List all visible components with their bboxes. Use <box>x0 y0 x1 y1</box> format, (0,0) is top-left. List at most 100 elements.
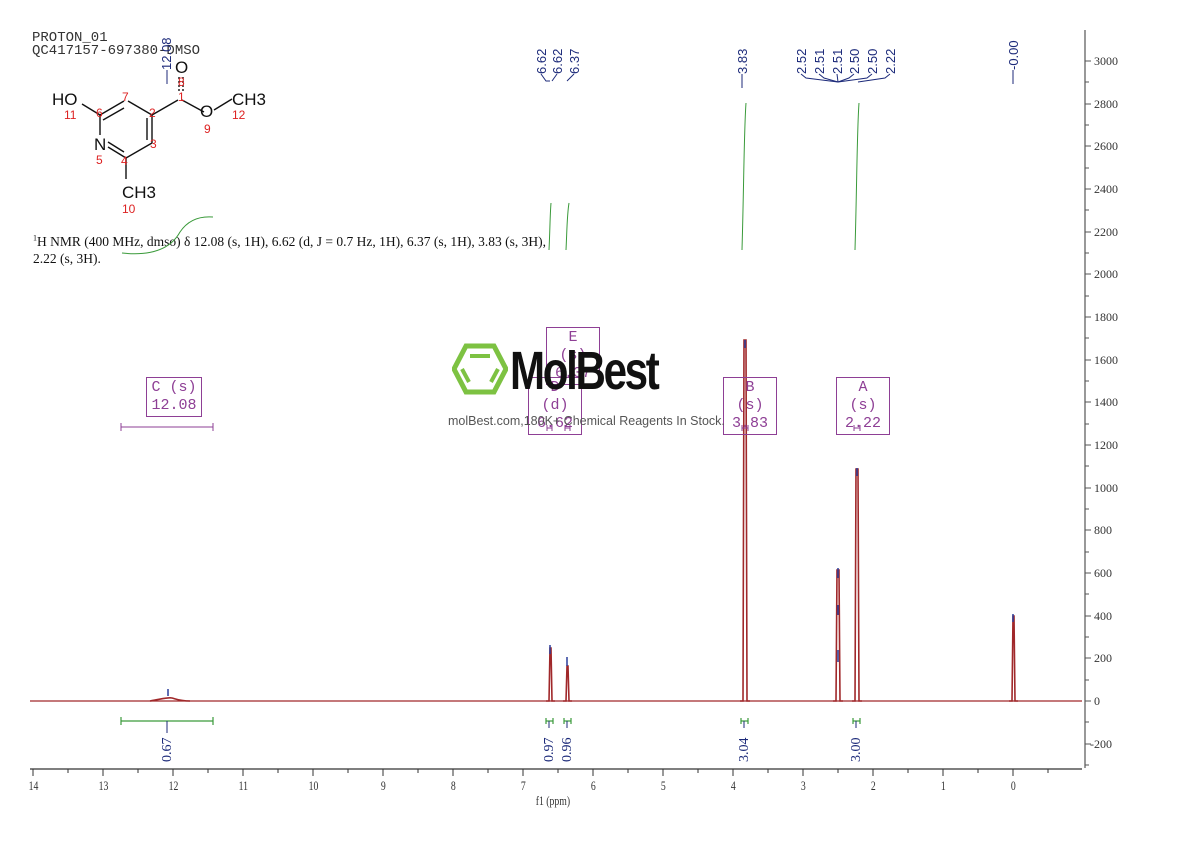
description-superscript: 1 <box>33 233 37 242</box>
multiplet-type: (s) <box>736 397 764 414</box>
peak-label: 2.51 <box>830 48 845 74</box>
nmr-description: 1H NMR (400 MHz, dmso) δ 12.08 (s, 1H), … <box>33 229 633 267</box>
y-tick-label: 2200 <box>1094 225 1118 239</box>
x-tick-label: 12 <box>168 778 179 793</box>
integral-bars <box>120 717 861 725</box>
x-tick-label: 1 <box>940 778 946 793</box>
peak-label: 6.62 <box>550 48 565 74</box>
y-tick-label: 200 <box>1094 651 1112 665</box>
y-tick-label: 1000 <box>1094 481 1118 495</box>
y-tick-label: -200 <box>1090 737 1112 751</box>
multiplet-ranges <box>120 423 861 431</box>
atom-ho: HO <box>52 90 78 109</box>
x-axis-ticks <box>32 769 1049 776</box>
multiplet-id: E <box>568 329 578 346</box>
y-tick-label: 2000 <box>1094 267 1118 281</box>
multiplet-id: D <box>550 379 560 396</box>
multiplet-type: (s) <box>169 379 197 396</box>
ring-num-4: 4 <box>121 154 128 168</box>
x-tick-label: 6 <box>590 778 596 793</box>
y-tick-label: 1600 <box>1094 353 1118 367</box>
peak-label: 2.22 <box>883 48 898 74</box>
atom-num-12: 12 <box>232 108 246 122</box>
peak-label: 2.50 <box>865 48 880 74</box>
integral-value: 0.67 <box>160 737 175 763</box>
x-axis-title: f1 (ppm) <box>535 793 571 808</box>
y-tick-label: 1200 <box>1094 438 1118 452</box>
integral-value: 0.97 <box>542 737 557 763</box>
multiplet-id: A <box>858 379 868 396</box>
peak-label-connectors <box>166 70 1014 88</box>
ring-num-2: 2 <box>149 106 156 120</box>
peak-label: 3.83 <box>735 48 750 74</box>
peak-label: 12.08 <box>159 37 174 70</box>
atom-ch3-ester: CH3 <box>232 90 267 109</box>
multiplet-shift: 6.62 <box>536 415 573 432</box>
x-tick-label: 11 <box>238 778 248 793</box>
atom-ch3-ring: CH3 <box>122 183 157 202</box>
y-tick-label: 0 <box>1094 694 1100 708</box>
integral-value: 3.04 <box>737 737 752 763</box>
x-tick-label: 10 <box>308 778 319 793</box>
atom-o-ester: O <box>200 102 214 121</box>
multiplet-id: C <box>151 379 161 396</box>
x-tick-label: 9 <box>380 778 386 793</box>
peak-label: 2.52 <box>794 48 809 74</box>
x-tick-label: 5 <box>660 778 666 793</box>
ring-num-7: 7 <box>122 90 129 104</box>
description-line-2: 2.22 (s, 3H). <box>33 250 101 266</box>
y-tick-label: 2600 <box>1094 139 1118 153</box>
multiplet-type: (s) <box>559 347 587 364</box>
molbest-logo-icon <box>452 343 508 395</box>
peak-label: 2.51 <box>812 48 827 74</box>
atom-o-carbonyl: O <box>175 58 189 77</box>
experiment-name: PROTON_01 <box>32 30 108 46</box>
integral-value: 3.00 <box>849 737 864 763</box>
x-tick-label: 13 <box>98 778 109 793</box>
y-tick-label: 3000 <box>1094 54 1118 68</box>
atom-num-11: 11 <box>64 108 77 122</box>
atom-num-5: 5 <box>96 153 103 167</box>
watermark-brand: MolBest <box>510 341 660 401</box>
multiplet-type: (d) <box>541 397 569 414</box>
ring-num-6: 6 <box>96 106 103 120</box>
atom-num-9: 9 <box>204 122 211 136</box>
atom-num-8: 8 <box>178 75 185 89</box>
integral-ticks <box>166 721 857 733</box>
x-tick-label: 3 <box>800 778 806 793</box>
multiplet-box-a: A (s) 2.22 <box>836 377 890 435</box>
y-tick-label: 800 <box>1094 523 1112 537</box>
peak-markers <box>167 340 1014 696</box>
multiplet-box-d: D (d) 6.62 <box>528 377 582 435</box>
x-tick-label: 4 <box>730 778 736 793</box>
y-tick-label: 2400 <box>1094 182 1118 196</box>
multiplet-box-b: B (s) 3.83 <box>723 377 777 435</box>
multiplet-shift: 2.22 <box>844 415 881 432</box>
ring-num-3: 3 <box>150 137 157 151</box>
multiplet-shift: 12.08 <box>151 397 197 414</box>
atom-n: N <box>94 135 107 154</box>
y-tick-label: 400 <box>1094 609 1112 623</box>
x-tick-label: 14 <box>28 778 39 793</box>
peak-label: -0.00 <box>1006 40 1021 70</box>
description-line-1: H NMR (400 MHz, dmso) δ 12.08 (s, 1H), 6… <box>37 233 546 249</box>
integral-value: 0.96 <box>560 737 575 763</box>
atom-num-10: 10 <box>122 202 136 216</box>
y-axis-ticks <box>1085 60 1091 766</box>
ring-num-1: 1 <box>178 90 185 104</box>
x-tick-label: 8 <box>450 778 456 793</box>
multiplet-type: (s) <box>849 397 877 414</box>
multiplet-id: B <box>745 379 755 396</box>
x-tick-label: 7 <box>520 778 526 793</box>
y-tick-label: 1400 <box>1094 395 1118 409</box>
x-tick-label: 2 <box>870 778 876 793</box>
y-tick-label: 600 <box>1094 566 1112 580</box>
x-tick-label: 0 <box>1010 778 1016 793</box>
multiplet-box-c: C (s) 12.08 <box>146 377 202 417</box>
peak-label: 6.62 <box>534 48 549 74</box>
watermark-tagline: molBest.com,180K+ Chemical Reagents In S… <box>448 414 725 428</box>
sample-id: QC417157-697380-DMSO <box>32 43 201 59</box>
multiplet-shift: 3.83 <box>731 415 768 432</box>
y-tick-label: 1800 <box>1094 310 1118 324</box>
